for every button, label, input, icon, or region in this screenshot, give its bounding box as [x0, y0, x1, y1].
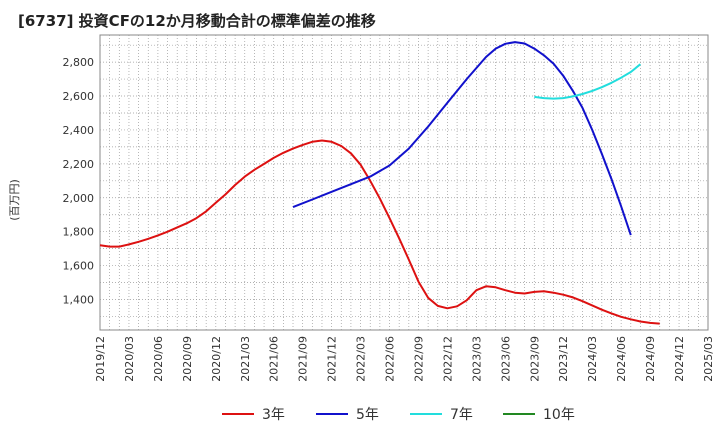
- x-tick-label: 2024/09: [644, 336, 657, 382]
- x-tick-label: 2021/03: [239, 336, 252, 382]
- x-tick-label: 2022/03: [355, 336, 368, 382]
- y-tick-label: 2,200: [63, 158, 95, 171]
- x-tick-label: 2022/12: [441, 336, 454, 382]
- x-axis-ticks: 2019/12 2020/03 2020/06 2020/09 2020/12 2021/…: [94, 336, 715, 382]
- chart-title: [6737] 投資CFの12か月移動合計の標準偏差の推移: [18, 12, 376, 30]
- legend: 3年 5年 7年 10年: [222, 407, 575, 423]
- legend-label: 5年: [356, 407, 379, 423]
- legend-label: 7年: [450, 407, 473, 423]
- series-line-2: [534, 63, 642, 100]
- legend-label: 3年: [262, 407, 285, 423]
- legend-label: 10年: [543, 407, 575, 423]
- x-tick-label: 2025/03: [702, 336, 715, 382]
- x-tick-label: 2022/09: [412, 336, 425, 382]
- y-tick-label: 2,000: [63, 192, 95, 205]
- series-lines: [99, 41, 660, 325]
- y-tick-label: 1,800: [63, 226, 95, 239]
- x-tick-label: 2023/06: [499, 336, 512, 382]
- x-tick-label: 2020/09: [181, 336, 194, 382]
- series-line-0: [99, 139, 660, 325]
- y-tick-label: 1,400: [63, 293, 95, 306]
- y-axis-ticks: 1,400 1,600 1,800 2,000 2,200 2,400 2,600 2,800: [63, 56, 95, 306]
- x-tick-label: 2023/03: [470, 336, 483, 382]
- x-tick-label: 2024/03: [586, 336, 599, 382]
- x-tick-label: 2020/12: [210, 336, 223, 382]
- y-axis-label: (百万円): [8, 179, 21, 221]
- x-tick-label: 2022/06: [384, 336, 397, 382]
- x-tick-label: 2024/06: [615, 336, 628, 382]
- x-tick-label: 2021/06: [268, 336, 281, 382]
- x-tick-label: 2021/12: [326, 336, 339, 382]
- x-tick-label: 2019/12: [94, 336, 107, 382]
- y-tick-label: 2,400: [63, 124, 95, 137]
- x-tick-label: 2023/09: [528, 336, 541, 382]
- x-tick-label: 2023/12: [557, 336, 570, 382]
- y-tick-label: 1,600: [63, 260, 95, 273]
- x-tick-label: 2021/09: [297, 336, 310, 382]
- y-tick-label: 2,600: [63, 90, 95, 103]
- x-tick-label: 2020/03: [123, 336, 136, 382]
- x-tick-label: 2020/06: [152, 336, 165, 382]
- grid-lines: [100, 35, 708, 330]
- plot-frame: [99, 34, 709, 331]
- series-line-1: [292, 41, 632, 236]
- y-tick-label: 2,800: [63, 56, 95, 69]
- x-tick-label: 2024/12: [673, 336, 686, 382]
